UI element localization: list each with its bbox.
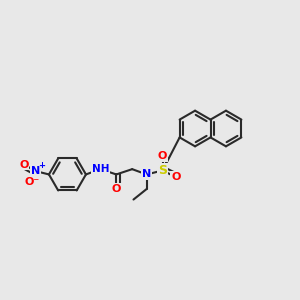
Text: N: N <box>142 169 151 179</box>
Text: +: + <box>38 161 45 170</box>
Text: O: O <box>171 172 180 182</box>
Text: O: O <box>158 151 167 161</box>
Text: NH: NH <box>92 164 109 174</box>
Text: O⁻: O⁻ <box>25 177 40 188</box>
Text: O: O <box>19 160 28 170</box>
Text: O: O <box>112 184 121 194</box>
Text: N: N <box>31 166 40 176</box>
Text: S: S <box>158 164 167 177</box>
